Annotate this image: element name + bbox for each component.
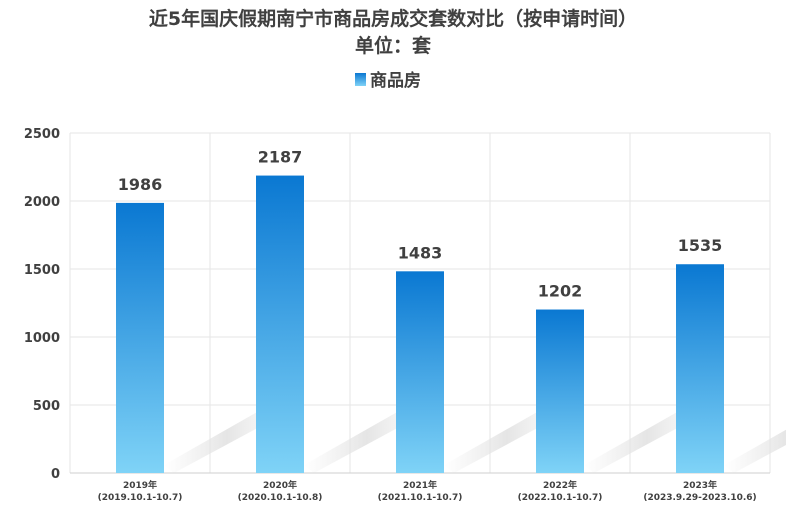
legend: 商品房 bbox=[355, 70, 421, 91]
x-tick-label-range: (2019.10.1-10.7) bbox=[98, 493, 183, 503]
legend-swatch bbox=[355, 73, 366, 86]
bar bbox=[676, 264, 724, 473]
legend-label: 商品房 bbox=[370, 70, 421, 91]
bar-layer bbox=[116, 175, 724, 474]
x-tick-label-year: 2022年 bbox=[543, 479, 577, 491]
x-tick-label-range: (2022.10.1-10.7) bbox=[518, 493, 603, 503]
data-label: 1483 bbox=[398, 243, 443, 262]
bar bbox=[256, 175, 304, 473]
y-tick-label: 2000 bbox=[24, 195, 60, 210]
y-tick-label: 500 bbox=[33, 399, 60, 414]
y-tick-label: 0 bbox=[51, 467, 60, 482]
x-tick-label-range: (2020.10.1-10.8) bbox=[238, 493, 323, 503]
x-axis-tick-labels: 2019年 (2019.10.1-10.7) 2020年 (2020.10.1-10.… bbox=[98, 479, 757, 503]
chart-subtitle: 单位：套 bbox=[355, 34, 432, 57]
chart-title: 近5年国庆假期南宁市商品房成交套数对比（按申请时间） bbox=[149, 7, 637, 30]
bar bbox=[116, 202, 164, 474]
x-tick-label-year: 2023年 bbox=[683, 479, 717, 491]
x-tick-label-year: 2021年 bbox=[403, 479, 437, 491]
data-label: 1535 bbox=[678, 236, 723, 255]
x-tick-label-range: (2021.10.1-10.7) bbox=[378, 493, 463, 503]
bar bbox=[396, 271, 444, 473]
y-axis-tick-labels: 0 500 1000 1500 2000 2500 bbox=[24, 127, 60, 482]
y-tick-label: 1000 bbox=[24, 331, 60, 346]
bar-shadow bbox=[724, 429, 786, 473]
data-label: 2187 bbox=[258, 148, 303, 167]
y-tick-label: 2500 bbox=[24, 127, 60, 142]
data-labels: 1986 2187 1483 1202 1535 bbox=[118, 148, 723, 301]
x-tick-label-year: 2020年 bbox=[263, 479, 297, 491]
data-label: 1986 bbox=[118, 175, 163, 194]
y-tick-label: 1500 bbox=[24, 263, 60, 278]
bar bbox=[536, 309, 584, 473]
data-label: 1202 bbox=[538, 282, 583, 301]
x-tick-label-year: 2019年 bbox=[123, 479, 157, 491]
x-tick-label-range: (2023.9.29-2023.10.6) bbox=[643, 493, 756, 503]
